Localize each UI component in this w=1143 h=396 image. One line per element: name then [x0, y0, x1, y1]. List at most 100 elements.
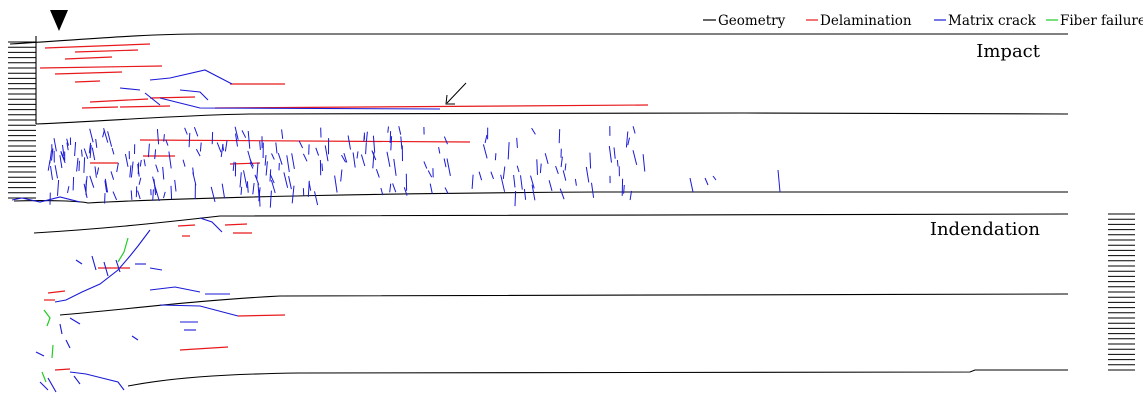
matrix-crack: [62, 144, 65, 156]
matrix-crack: [514, 190, 517, 207]
fiber-failures: [41, 237, 129, 383]
matrix-crack: [59, 323, 63, 335]
matrix-crack: [53, 138, 57, 152]
matrix-crack: [137, 190, 141, 200]
matrix-crack: [81, 149, 83, 157]
matrix-crack: [530, 175, 535, 189]
matrix-crack: [555, 165, 559, 174]
matrix-crack: [75, 259, 83, 265]
matrix-crack: [360, 154, 366, 167]
matrix-crack: [91, 147, 96, 161]
matrix-crack: [163, 191, 166, 199]
geometry-mid-surface: [35, 112, 1069, 125]
matrix-crack: [271, 153, 275, 160]
delamination: [54, 71, 123, 75]
matrix-crack: [195, 148, 201, 157]
matrix-crack: [257, 183, 260, 197]
matrix-crack: [632, 126, 636, 134]
matrix-cracks-impact: [11, 69, 441, 203]
matrix-crack: [85, 176, 88, 191]
matrix-crack: [387, 126, 389, 133]
matrix-crack: [193, 127, 199, 137]
matrix-crack: [174, 179, 177, 192]
matrix-crack: [288, 175, 292, 190]
matrix-crack: [240, 186, 243, 195]
matrix-crack: [60, 151, 66, 161]
matrix-crack: [259, 141, 261, 150]
matrix-crack: [168, 151, 172, 169]
matrix-crack: [91, 255, 97, 271]
matrix-crack: [66, 138, 69, 146]
panel-title-indentation: Indendation: [930, 219, 1041, 240]
delamination: [44, 43, 151, 49]
matrix-crack: [444, 187, 449, 195]
matrix-crack: [392, 183, 397, 193]
matrix-crack: [102, 130, 105, 138]
matrix-crack: [83, 157, 86, 173]
matrix-crack: [104, 180, 108, 193]
matrix-crack: [49, 150, 52, 164]
matrix-crack: [591, 182, 595, 198]
matrix-crack: [558, 129, 561, 144]
matrix-crack: [625, 131, 629, 148]
matrix-crack: [154, 187, 160, 202]
matrix-crack: [94, 166, 97, 178]
matrix-crack: [66, 142, 69, 151]
matrix-crack: [152, 189, 154, 201]
matrix-crack: [613, 147, 616, 159]
delamination: [89, 98, 149, 103]
matrix-crack: [252, 182, 255, 195]
geometry-indent-top-surface: [33, 213, 1069, 234]
matrix-crack: [398, 126, 402, 135]
matrix-crack: [89, 175, 95, 188]
matrix-crack: [502, 166, 506, 180]
matrix-crack: [400, 136, 403, 150]
matrix-crack: [390, 136, 393, 151]
delaminations-indentation: [44, 223, 286, 371]
matrix-crack: [704, 177, 709, 186]
matrix-crack: [199, 217, 223, 233]
matrix-crack: [308, 181, 312, 191]
matrix-crack: [115, 259, 121, 273]
matrix-crack: [585, 166, 590, 183]
matrix-crack: [96, 167, 100, 175]
fiber-failure: [41, 371, 47, 383]
matrix-crack: [243, 170, 248, 188]
matrix-crack: [269, 169, 272, 182]
matrix-crack: [689, 177, 694, 193]
delamination-long: [214, 104, 649, 109]
legend-item-fiber-failure: Fiber failure: [1046, 13, 1143, 29]
matrix-crack: [216, 142, 222, 153]
matrix-crack: [69, 371, 125, 391]
matrix-crack: [143, 159, 146, 167]
matrix-crack: [471, 174, 474, 189]
matrix-crack: [343, 152, 348, 163]
matrix-crack: [389, 183, 392, 193]
matrix-crack: [67, 186, 70, 194]
delamination: [224, 223, 248, 226]
delamination: [81, 106, 119, 109]
delamination: [54, 368, 71, 371]
matrix-crack: [149, 267, 163, 271]
matrix-crack: [246, 181, 249, 193]
matrix-crack: [254, 174, 260, 185]
delamination: [139, 139, 471, 143]
matrix-crack: [275, 142, 278, 154]
matrix-crack: [112, 191, 118, 201]
geometry-top-surface: [9, 33, 1068, 45]
matrix-crack: [264, 155, 267, 166]
matrix-crack: [562, 170, 567, 181]
matrix-crack: [83, 183, 88, 199]
matrix-crack: [137, 163, 140, 177]
matrix-crack: [589, 152, 592, 169]
matrix-crack: [334, 175, 338, 193]
matrix-crack: [365, 131, 368, 143]
matrix-crack: [616, 159, 619, 167]
matrix-crack: [523, 188, 527, 200]
matrix-crack: [170, 185, 173, 200]
matrix-crack: [184, 127, 188, 135]
geometry-impact: [9, 33, 1069, 204]
matrix-crack: [423, 161, 428, 169]
fiber-failure: [43, 309, 51, 327]
matrix-crack: [520, 175, 523, 190]
